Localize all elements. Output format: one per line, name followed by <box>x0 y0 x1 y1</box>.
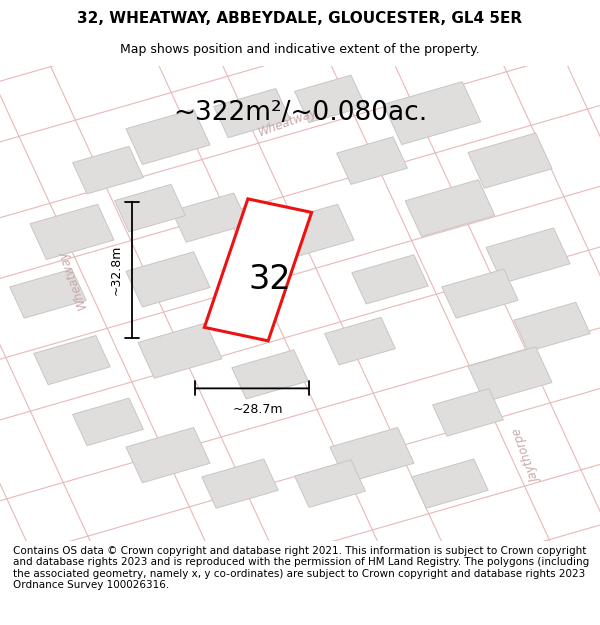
Polygon shape <box>383 82 481 144</box>
Polygon shape <box>412 459 488 508</box>
Polygon shape <box>486 228 570 283</box>
Text: ~32.8m: ~32.8m <box>110 244 123 295</box>
Polygon shape <box>325 318 395 365</box>
Polygon shape <box>34 336 110 384</box>
Polygon shape <box>442 269 518 318</box>
Polygon shape <box>330 428 414 483</box>
Text: Wheatway: Wheatway <box>257 106 319 139</box>
Text: Contains OS data © Crown copyright and database right 2021. This information is : Contains OS data © Crown copyright and d… <box>13 546 589 591</box>
Polygon shape <box>172 193 248 242</box>
Text: ~322m²/~0.080ac.: ~322m²/~0.080ac. <box>173 100 427 126</box>
Text: Map shows position and indicative extent of the property.: Map shows position and indicative extent… <box>120 43 480 56</box>
Text: ~28.7m: ~28.7m <box>233 402 283 416</box>
Polygon shape <box>352 255 428 304</box>
Polygon shape <box>126 252 210 307</box>
Polygon shape <box>205 199 311 341</box>
Polygon shape <box>295 75 365 122</box>
Polygon shape <box>126 428 210 483</box>
Polygon shape <box>468 347 552 402</box>
Polygon shape <box>270 204 354 259</box>
Polygon shape <box>405 180 495 236</box>
Polygon shape <box>126 109 210 164</box>
Text: 32: 32 <box>248 263 292 296</box>
Text: Jaythorpe: Jaythorpe <box>512 426 544 484</box>
Polygon shape <box>73 398 143 446</box>
Polygon shape <box>337 137 407 184</box>
Polygon shape <box>73 146 143 194</box>
Polygon shape <box>214 89 290 138</box>
Polygon shape <box>232 350 308 399</box>
Polygon shape <box>115 184 185 232</box>
Polygon shape <box>138 323 222 378</box>
Polygon shape <box>10 269 86 318</box>
Polygon shape <box>30 204 114 259</box>
Polygon shape <box>295 460 365 508</box>
Polygon shape <box>514 302 590 351</box>
Polygon shape <box>433 389 503 436</box>
Polygon shape <box>202 459 278 508</box>
Text: 32, WHEATWAY, ABBEYDALE, GLOUCESTER, GL4 5ER: 32, WHEATWAY, ABBEYDALE, GLOUCESTER, GL4… <box>77 11 523 26</box>
Text: Wheatway: Wheatway <box>55 248 89 311</box>
Polygon shape <box>468 133 552 188</box>
